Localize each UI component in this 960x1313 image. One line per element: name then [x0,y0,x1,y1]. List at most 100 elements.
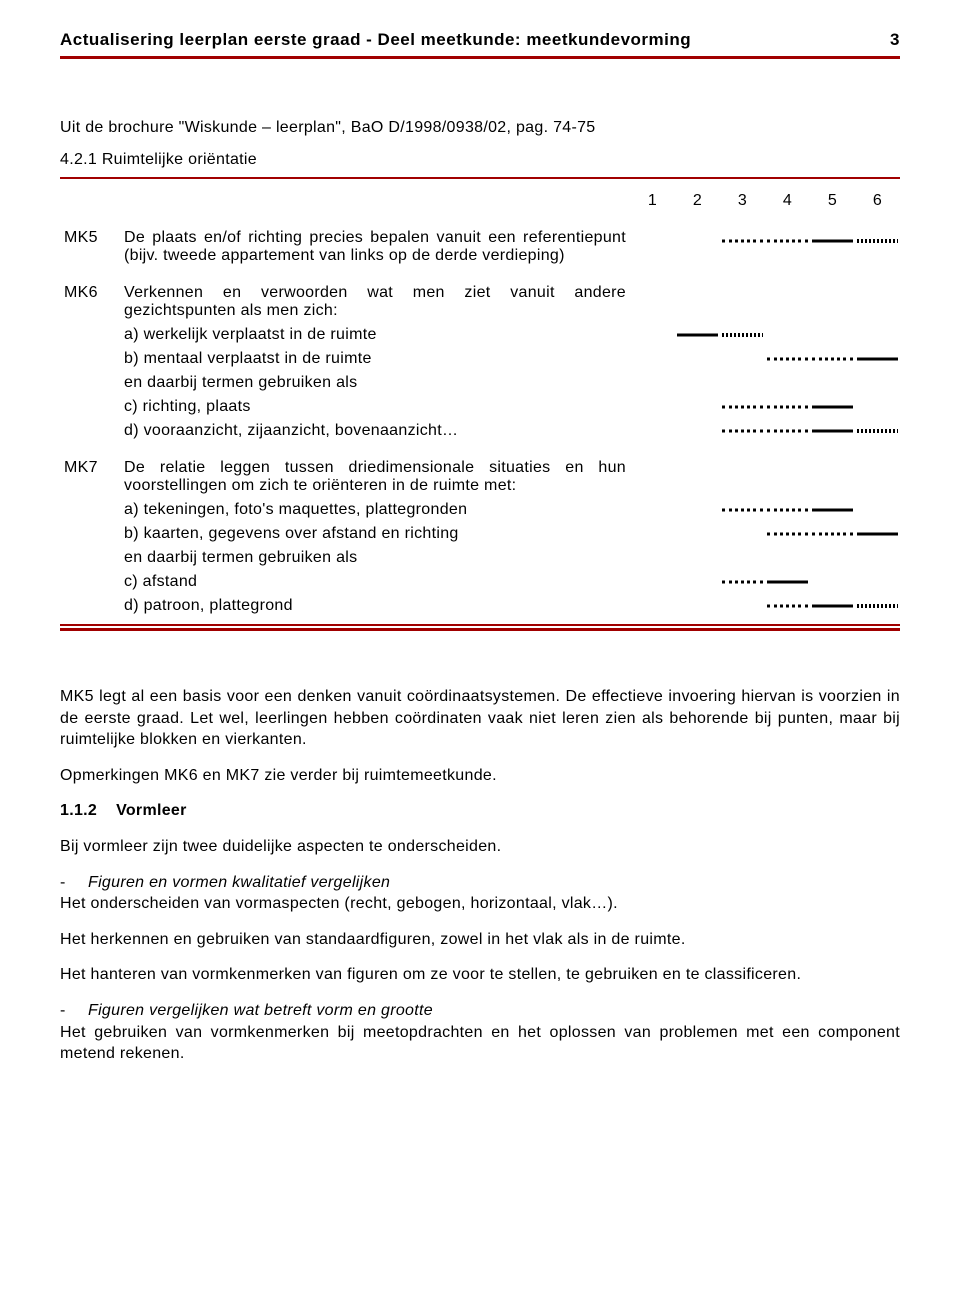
dash-bullet: - [60,1000,88,1022]
chart-cell [855,419,900,443]
chart-segment [812,239,853,242]
table-row: c) afstand [60,570,900,594]
col-5: 5 [810,189,855,213]
chart-segment [812,358,853,361]
chart-segment [857,604,898,608]
chart-segment [767,430,808,433]
chart-segment [767,605,808,608]
chart-cell [630,323,675,347]
competency-table: 1 2 3 4 5 6 MK5De plaats en/of richting … [60,189,900,618]
chart-segment [767,509,808,512]
chart-segment [767,533,808,536]
chart-cell [810,594,855,618]
chart-segment [677,334,718,337]
row-description: a) tekeningen, foto's maquettes, platteg… [120,498,630,522]
chart-segment [767,358,808,361]
chart-cell [630,268,675,323]
subsection-heading: 1.1.2 Vormleer [60,800,900,822]
chart-segment [722,239,763,242]
col-3: 3 [720,189,765,213]
table-row: a) tekeningen, foto's maquettes, platteg… [60,498,900,522]
chart-cell [675,419,720,443]
indent-paragraph: Het hanteren van vormkenmerken van figur… [60,964,900,986]
table-bottom-rule-2 [60,628,900,631]
table-row: MK6Verkennen en verwoorden wat men ziet … [60,268,900,323]
chart-cell [810,546,855,570]
chart-cell [630,522,675,546]
chart-cell [765,395,810,419]
table-row: c) richting, plaats [60,395,900,419]
row-description: en daarbij termen gebruiken als [120,371,630,395]
row-description: c) richting, plaats [120,395,630,419]
col-6: 6 [855,189,900,213]
chart-cell [630,594,675,618]
chart-cell [810,323,855,347]
chart-cell [720,443,765,498]
chart-cell [630,570,675,594]
row-description: Verkennen en verwoorden wat men ziet van… [120,268,630,323]
chart-cell [765,546,810,570]
chart-cell [630,395,675,419]
chart-segment [812,406,853,409]
chart-cell [855,371,900,395]
section-heading: 4.2.1 Ruimtelijke oriëntatie [60,151,900,169]
row-description: b) kaarten, gegevens over afstand en ric… [120,522,630,546]
indent-paragraph: Het gebruiken van vormkenmerken bij meet… [60,1022,900,1065]
chart-cell [720,395,765,419]
chart-cell [765,268,810,323]
col-4: 4 [765,189,810,213]
chart-segment [857,533,898,536]
chart-cell [810,395,855,419]
chart-cell [855,522,900,546]
chart-segment [722,581,763,584]
row-description: b) mentaal verplaatst in de ruimte [120,347,630,371]
indent-paragraph: Het onderscheiden van vormaspecten (rech… [60,893,900,915]
chart-cell [765,371,810,395]
chart-cell [765,347,810,371]
row-code: MK6 [60,268,120,323]
chart-cell [720,213,765,268]
chart-cell [810,213,855,268]
chart-cell [630,371,675,395]
row-code [60,323,120,347]
table-row: en daarbij termen gebruiken als [60,371,900,395]
indent-paragraph: Het herkennen en gebruiken van standaard… [60,929,900,951]
chart-cell [720,546,765,570]
chart-cell [855,213,900,268]
row-code [60,594,120,618]
chart-cell [720,268,765,323]
chart-cell [765,213,810,268]
table-bottom-rule-1 [60,624,900,626]
chart-cell [720,498,765,522]
chart-cell [630,443,675,498]
chart-cell [855,443,900,498]
chart-segment [857,358,898,361]
chart-segment [857,429,898,433]
chart-cell [630,347,675,371]
row-code [60,522,120,546]
table-row: d) patroon, plattegrond [60,594,900,618]
paragraph: MK5 legt al een basis voor een denken va… [60,686,900,751]
chart-cell [720,323,765,347]
header-rule [60,56,900,59]
chart-segment [722,430,763,433]
chart-cell [855,570,900,594]
chart-cell [630,213,675,268]
chart-cell [855,498,900,522]
chart-cell [675,522,720,546]
chart-cell [765,570,810,594]
chart-cell [810,371,855,395]
chart-cell [675,395,720,419]
table-row: d) vooraanzicht, zijaanzicht, bovenaanzi… [60,419,900,443]
row-description: en daarbij termen gebruiken als [120,546,630,570]
chart-cell [675,371,720,395]
chart-cell [675,323,720,347]
row-code [60,395,120,419]
chart-cell [720,594,765,618]
row-description: De relatie leggen tussen driedimensional… [120,443,630,498]
row-description: d) vooraanzicht, zijaanzicht, bovenaanzi… [120,419,630,443]
table-row: b) mentaal verplaatst in de ruimte [60,347,900,371]
chart-segment [767,406,808,409]
table-row: MK5De plaats en/of richting precies bepa… [60,213,900,268]
row-description: d) patroon, plattegrond [120,594,630,618]
